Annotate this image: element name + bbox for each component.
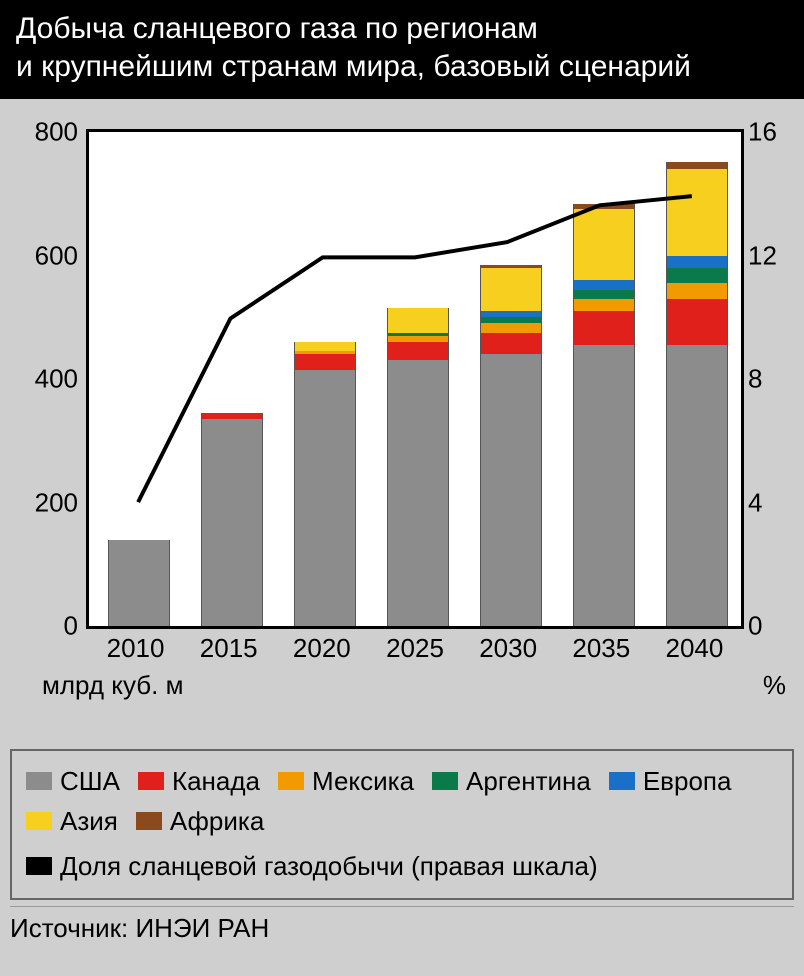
y-right-tick: 0 [748, 611, 798, 642]
legend-label: Европа [643, 761, 732, 801]
source-prefix: Источник: [10, 913, 128, 943]
plot-area [86, 129, 744, 629]
bar-group [201, 413, 263, 626]
x-tick: 2035 [572, 633, 630, 664]
y-left-tick: 0 [8, 611, 78, 642]
x-tick: 2030 [479, 633, 537, 664]
bars-layer [89, 132, 741, 626]
bar-group [387, 308, 449, 626]
y-right-tick: 16 [748, 117, 798, 148]
x-tick: 2010 [107, 633, 165, 664]
bar-seg-africa [666, 162, 728, 169]
bar-group [108, 540, 170, 626]
legend-swatch [26, 772, 52, 790]
legend-swatch [138, 772, 164, 790]
bar-seg-canada [387, 342, 449, 361]
bar-seg-canada [480, 333, 542, 355]
bar-seg-usa [201, 419, 263, 626]
y-left-tick: 200 [8, 487, 78, 518]
y-right-tick: 12 [748, 240, 798, 271]
bar-group [573, 204, 635, 626]
bar-seg-usa [480, 354, 542, 626]
legend-item-argentina: Аргентина [432, 761, 591, 801]
bar-group [294, 342, 356, 626]
bar-group [480, 265, 542, 626]
x-tick: 2025 [386, 633, 444, 664]
legend-label: Аргентина [466, 761, 591, 801]
bar-seg-canada [573, 311, 635, 345]
bar-seg-asia [387, 308, 449, 333]
legend-item-africa: Африка [136, 801, 264, 841]
legend-row: США Канада Мексика Аргентина Европа Азия Африк… [26, 761, 778, 842]
legend-label: Мексика [312, 761, 414, 801]
legend-label: Канада [172, 761, 260, 801]
bar-seg-asia [573, 209, 635, 280]
source-text: ИНЭИ РАН [135, 913, 269, 943]
bar-seg-argentina [573, 290, 635, 299]
x-tick: 2040 [666, 633, 724, 664]
y-right-tick: 4 [748, 487, 798, 518]
legend-label: Африка [170, 801, 264, 841]
x-tick: 2015 [200, 633, 258, 664]
bar-seg-europe [573, 280, 635, 289]
y-left-tick: 800 [8, 117, 78, 148]
bar-seg-europe [666, 256, 728, 268]
legend-swatch [136, 812, 162, 830]
bar-seg-mexico [480, 323, 542, 332]
bar-seg-canada [666, 299, 728, 345]
bar-group [666, 162, 728, 626]
bar-seg-usa [666, 345, 728, 626]
bar-seg-usa [573, 345, 635, 626]
y-right-label: % [763, 670, 786, 701]
source: Источник: ИНЭИ РАН [10, 906, 794, 944]
title-line2: и крупнейшим странам мира, базовый сцена… [16, 50, 691, 83]
y-left-label: млрд куб. м [42, 670, 183, 701]
bar-seg-asia [480, 268, 542, 311]
bar-seg-usa [387, 360, 449, 626]
y-left-tick: 400 [8, 364, 78, 395]
legend-line-item: Доля сланцевой газодобычи (правая шкала) [26, 846, 598, 886]
legend-swatch [432, 772, 458, 790]
bar-seg-asia [666, 169, 728, 255]
legend-swatch [278, 772, 304, 790]
legend-item-europe: Европа [609, 761, 732, 801]
title-line1: Добыча сланцевого газа по регионам [16, 12, 538, 45]
bar-seg-usa [294, 370, 356, 626]
chart-title: Добыча сланцевого газа по регионам и кру… [0, 0, 804, 99]
legend-line-label: Доля сланцевой газодобычи (правая шкала) [60, 846, 598, 886]
x-tick: 2020 [293, 633, 351, 664]
bar-seg-asia [294, 342, 356, 351]
legend-swatch [26, 812, 52, 830]
bar-seg-mexico [573, 299, 635, 311]
legend-swatch [609, 772, 635, 790]
bar-seg-canada [294, 354, 356, 369]
bar-seg-argentina [666, 268, 728, 283]
legend-label: США [60, 761, 120, 801]
y-right-tick: 8 [748, 364, 798, 395]
legend-item-mexico: Мексика [278, 761, 414, 801]
legend-swatch-line [26, 857, 52, 875]
legend-item-asia: Азия [26, 801, 118, 841]
bar-seg-usa [108, 540, 170, 626]
legend: США Канада Мексика Аргентина Европа Азия Африк… [10, 749, 794, 900]
legend-label: Азия [60, 801, 118, 841]
legend-item-canada: Канада [138, 761, 260, 801]
chart: 0 200 400 600 800 0 4 8 12 16 2010 2015 2020 2025 20… [0, 99, 804, 749]
bar-seg-mexico [666, 283, 728, 298]
y-left-tick: 600 [8, 240, 78, 271]
legend-item-usa: США [26, 761, 120, 801]
